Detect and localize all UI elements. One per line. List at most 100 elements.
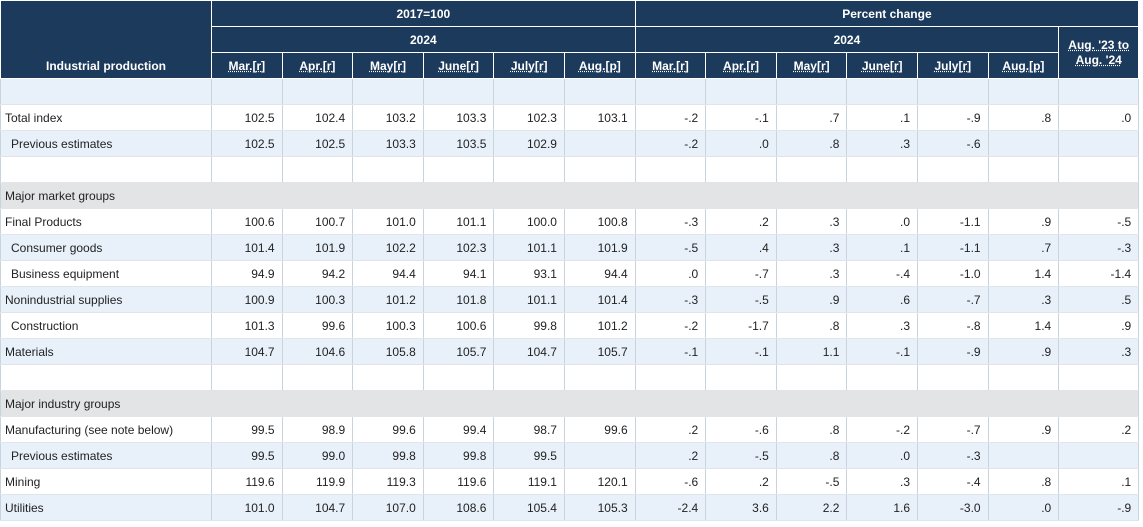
percent-cell: .2 (634, 416, 707, 443)
index-cell: 100.6 (211, 208, 283, 235)
table-row: Mining 119.6 119.9 119.3 119.6 119.1 120.1 -.6.… (0, 468, 1140, 495)
percent-cell: 1.4 (987, 312, 1060, 339)
index-cell: 94.9 (211, 260, 283, 287)
percent-cell (705, 364, 777, 391)
percent-cell: -.4 (846, 260, 919, 287)
table-row: Nonindustrial supplies 100.9 100.3 101.2 101… (0, 286, 1140, 313)
percent-cell: .7 (987, 234, 1060, 261)
percent-cell: .8 (775, 130, 848, 157)
row-label: Mining (0, 468, 212, 495)
yoy-cell: .9 (1058, 312, 1140, 339)
percent-cell (634, 364, 707, 391)
percent-cell: .0 (846, 442, 919, 469)
percent-cell: -.6 (917, 130, 989, 157)
yoy-header: Aug. '23 to Aug. '24 (1058, 26, 1140, 79)
index-cell: 101.9 (281, 234, 354, 261)
percent-cell: .3 (846, 130, 919, 157)
yoy-cell: -.3 (1058, 234, 1140, 261)
percent-cell: -.1 (634, 338, 707, 365)
index-cell: 99.5 (493, 442, 565, 469)
index-cell (493, 156, 565, 183)
percent-cell: -.1 (705, 104, 777, 131)
percent-cell: .2 (634, 442, 707, 469)
index-cell: 101.2 (563, 312, 636, 339)
table-row: Consumer goods 101.4 101.9 102.2 102.3 101.1 1… (0, 234, 1140, 261)
row-label: Manufacturing (see note below) (0, 416, 212, 443)
index-cell: 101.9 (563, 234, 636, 261)
row-label (0, 78, 212, 105)
percent-cell (705, 78, 777, 105)
index-cell: 99.0 (281, 442, 354, 469)
percent-cell: -.2 (634, 312, 707, 339)
index-cell: 119.3 (352, 468, 424, 495)
yoy-cell (1058, 78, 1140, 105)
percent-cell (775, 156, 848, 183)
index-cell: 119.6 (422, 468, 495, 495)
index-cell (563, 442, 636, 469)
percent-cell: .2 (705, 208, 777, 235)
table-row: Previous estimates 102.5 102.5 103.3 103.5 10… (0, 130, 1140, 157)
percent-cell: 2.2 (775, 494, 848, 521)
yoy-cell (1058, 442, 1140, 469)
index-cell (493, 78, 565, 105)
percent-group-header: Percent change (634, 0, 1140, 27)
index-cell: 105.7 (563, 338, 636, 365)
index-cell: 119.6 (211, 468, 283, 495)
index-cell (352, 364, 424, 391)
percent-cell (634, 156, 707, 183)
index-cell: 104.7 (493, 338, 565, 365)
percent-cell (987, 78, 1060, 105)
percent-cell: -.9 (917, 104, 989, 131)
index-cell: 105.7 (422, 338, 495, 365)
percent-cell (846, 78, 919, 105)
percent-cell: .8 (775, 312, 848, 339)
index-cell: 103.3 (422, 104, 495, 131)
table-row: Final Products 100.6 100.7 101.0 101.1 100.0 1… (0, 208, 1140, 235)
percent-cell: .3 (775, 260, 848, 287)
percent-cell: -.6 (705, 416, 777, 443)
index-cell: 93.1 (493, 260, 565, 287)
percent-cell: .7 (775, 104, 848, 131)
yoy-cell: .0 (1058, 104, 1140, 131)
table-body: Total index 102.5 102.4 103.2 103.3 102.3 103.… (0, 78, 1140, 521)
index-cell: 102.5 (211, 104, 283, 131)
percent-cell (917, 78, 989, 105)
index-cell: 119.9 (281, 468, 354, 495)
table-row: Materials 104.7 104.6 105.8 105.7 104.7 105.7-… (0, 338, 1140, 365)
percent-cell (846, 364, 919, 391)
spacer-row (0, 156, 1140, 183)
percent-cell: -1.1 (917, 208, 989, 235)
percent-cell (917, 364, 989, 391)
percent-month-header: Apr.[r] (705, 52, 777, 79)
index-cell: 99.8 (352, 442, 424, 469)
percent-month-header: Aug.[p] (987, 52, 1060, 79)
index-cell (563, 156, 636, 183)
percent-cell: .1 (846, 234, 919, 261)
percent-cell: -.8 (917, 312, 989, 339)
index-cell: 102.2 (352, 234, 424, 261)
row-label: Materials (0, 338, 212, 365)
index-cell: 99.6 (281, 312, 354, 339)
percent-cell: -3.0 (917, 494, 989, 521)
percent-cell: .3 (987, 286, 1060, 313)
yoy-cell (1058, 364, 1140, 391)
index-cell (352, 78, 424, 105)
index-cell: 94.1 (422, 260, 495, 287)
index-cell (281, 364, 354, 391)
index-cell: 100.7 (281, 208, 354, 235)
index-cell: 101.0 (211, 494, 283, 521)
index-cell: 104.7 (211, 338, 283, 365)
section-label: Major market groups (0, 182, 1140, 209)
index-cell: 103.1 (563, 104, 636, 131)
table-row: Manufacturing (see note below) 99.5 98.9 99… (0, 416, 1140, 443)
percent-cell: -.4 (917, 468, 989, 495)
percent-cell: -.3 (634, 208, 707, 235)
percent-cell (987, 130, 1060, 157)
percent-cell: .0 (987, 494, 1060, 521)
index-cell (211, 78, 283, 105)
stub-header: Industrial production (0, 0, 212, 79)
percent-month-header: June[r] (846, 52, 919, 79)
table-row: Previous estimates 99.5 99.0 99.8 99.8 99.5.2… (0, 442, 1140, 469)
index-cell (563, 78, 636, 105)
